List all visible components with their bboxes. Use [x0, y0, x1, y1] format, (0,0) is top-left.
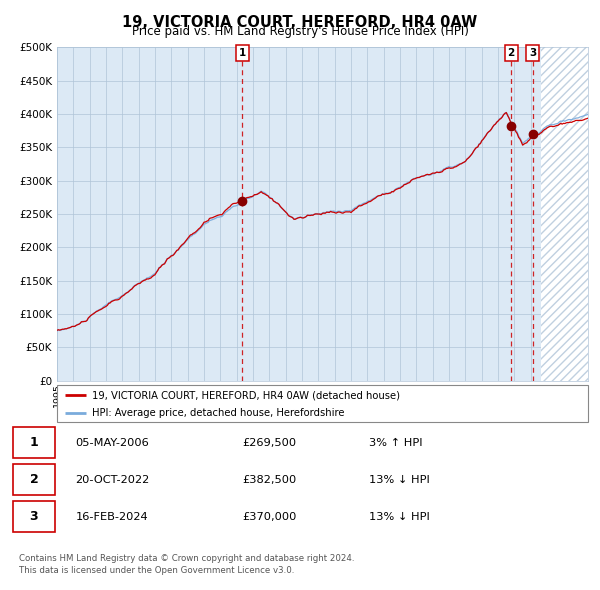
FancyBboxPatch shape: [13, 502, 55, 532]
FancyBboxPatch shape: [57, 385, 588, 422]
Text: 13% ↓ HPI: 13% ↓ HPI: [369, 512, 430, 522]
Text: 1: 1: [239, 48, 246, 58]
Text: 19, VICTORIA COURT, HEREFORD, HR4 0AW (detached house): 19, VICTORIA COURT, HEREFORD, HR4 0AW (d…: [92, 390, 400, 400]
Text: 13% ↓ HPI: 13% ↓ HPI: [369, 475, 430, 485]
Text: 1: 1: [29, 436, 38, 449]
Text: 20-OCT-2022: 20-OCT-2022: [76, 475, 149, 485]
Text: Price paid vs. HM Land Registry's House Price Index (HPI): Price paid vs. HM Land Registry's House …: [131, 25, 469, 38]
Text: 3: 3: [529, 48, 536, 58]
FancyBboxPatch shape: [13, 464, 55, 495]
Bar: [541, 47, 588, 381]
Text: HPI: Average price, detached house, Herefordshire: HPI: Average price, detached house, Here…: [92, 408, 344, 418]
FancyBboxPatch shape: [13, 427, 55, 458]
Text: 05-MAY-2006: 05-MAY-2006: [76, 438, 149, 448]
Text: 3% ↑ HPI: 3% ↑ HPI: [369, 438, 423, 448]
Text: £382,500: £382,500: [242, 475, 296, 485]
Text: 3: 3: [29, 510, 38, 523]
Text: £370,000: £370,000: [242, 512, 297, 522]
Text: £269,500: £269,500: [242, 438, 296, 448]
Text: Contains HM Land Registry data © Crown copyright and database right 2024.
This d: Contains HM Land Registry data © Crown c…: [19, 554, 355, 575]
Text: 19, VICTORIA COURT, HEREFORD, HR4 0AW: 19, VICTORIA COURT, HEREFORD, HR4 0AW: [122, 15, 478, 30]
Text: 16-FEB-2024: 16-FEB-2024: [76, 512, 148, 522]
Text: 2: 2: [29, 473, 38, 486]
Text: 2: 2: [508, 48, 515, 58]
